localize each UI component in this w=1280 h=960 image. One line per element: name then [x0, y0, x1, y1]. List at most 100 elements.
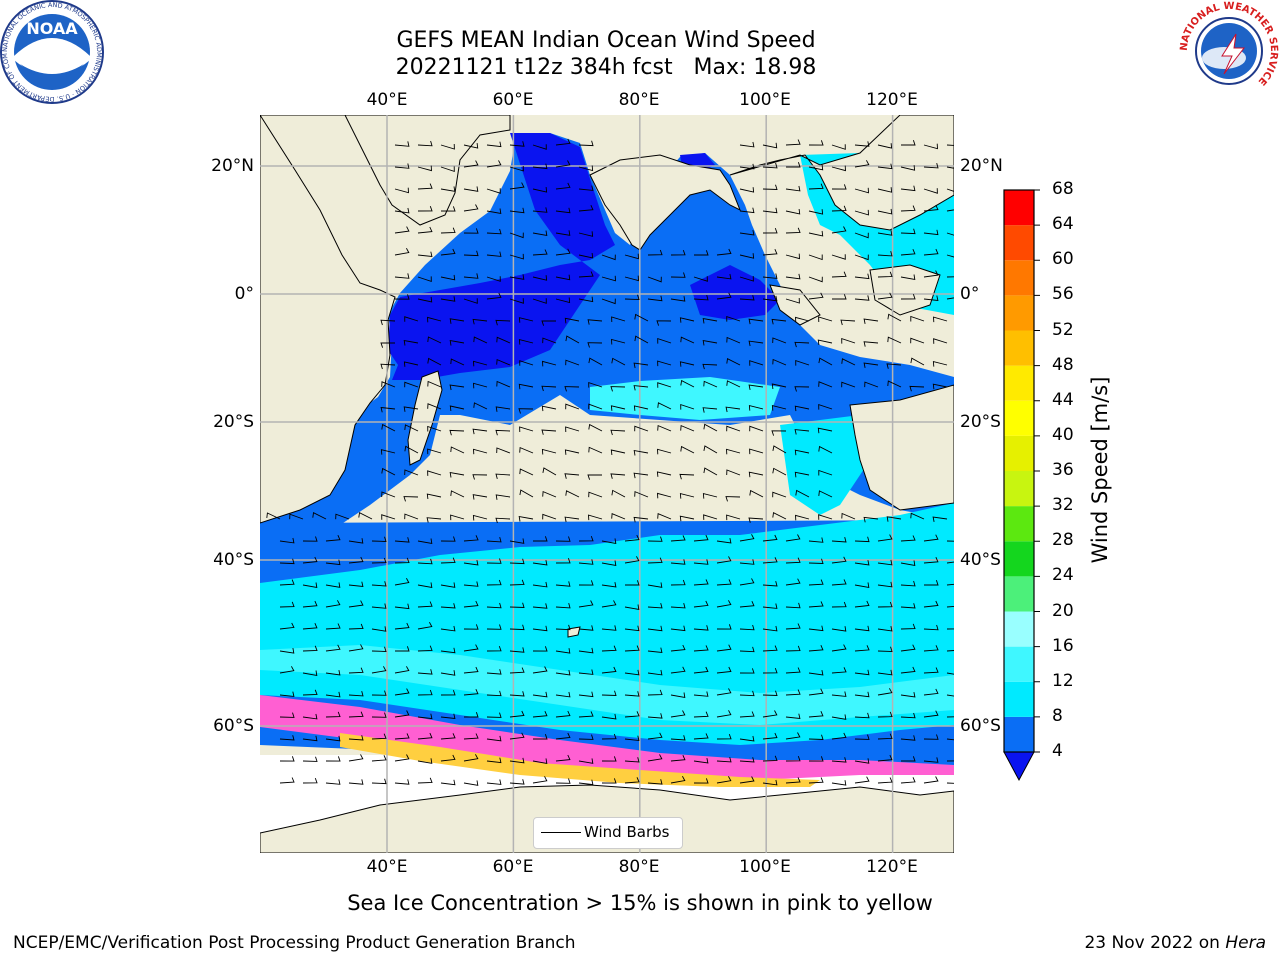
wind-barb	[440, 536, 456, 542]
wind-barb	[785, 578, 801, 586]
lon-label-top-40e: 40°E	[366, 90, 408, 110]
wind-barb	[785, 602, 801, 609]
wind-barb	[725, 496, 741, 502]
wind-barb	[578, 711, 594, 718]
wind-barb	[854, 209, 869, 216]
wind-barb	[702, 339, 718, 346]
wind-barb	[657, 360, 672, 367]
colorbar-tick-label-52: 52	[1052, 319, 1074, 340]
wind-barb	[440, 779, 456, 786]
wind-barb	[417, 183, 433, 190]
wind-barb	[923, 710, 939, 718]
wind-barb	[785, 139, 801, 146]
wind-barb	[404, 424, 419, 432]
wind-barb	[588, 446, 603, 454]
wind-barb	[518, 408, 534, 414]
wind-barb	[588, 381, 603, 388]
wind-barb	[877, 688, 893, 696]
colorbar-tick-label-16: 16	[1052, 635, 1074, 656]
wind-barb	[794, 386, 810, 392]
wind-barb	[440, 733, 456, 740]
wind-barb	[518, 317, 534, 323]
wind-barb	[486, 602, 502, 609]
wind-barb	[657, 424, 672, 432]
wind-barb	[854, 691, 870, 698]
wind-barb	[900, 666, 916, 674]
wind-barb	[486, 757, 502, 764]
wind-barb	[831, 254, 846, 260]
wind-barb	[325, 735, 341, 742]
lat-label-left-60s: 60°S	[213, 716, 254, 736]
wind-barb	[808, 164, 824, 171]
wind-barb	[933, 338, 948, 344]
wind-barb	[417, 251, 433, 258]
land-australia	[849, 384, 954, 511]
wind-barb	[910, 337, 925, 344]
wind-barb	[634, 491, 649, 498]
wind-barb	[808, 670, 824, 676]
wind-barb	[325, 623, 341, 630]
land-seasia	[729, 115, 954, 231]
wind-barb	[831, 165, 846, 172]
wind-barb	[647, 779, 663, 785]
wind-barb	[279, 579, 295, 586]
wind-barb	[624, 711, 640, 718]
colorbar-tick-label-44: 44	[1052, 389, 1074, 410]
wind-barb	[624, 604, 640, 610]
wind-barb	[624, 253, 639, 260]
wind-barb	[565, 403, 580, 410]
wind-barb	[877, 711, 893, 718]
wind-barb	[564, 317, 580, 324]
wind-barb	[371, 536, 387, 542]
colorbar-bin-4-8	[1004, 716, 1034, 752]
wind-barb	[417, 140, 433, 147]
wind-barb	[555, 207, 571, 214]
wind-barb	[555, 160, 571, 168]
wind-barb	[923, 600, 939, 608]
wind-barb	[519, 446, 534, 454]
wind-barb	[532, 581, 548, 588]
wind-barb	[785, 713, 801, 720]
wind-barb	[739, 295, 755, 301]
wind-barb	[716, 556, 732, 564]
wind-barb	[611, 316, 626, 323]
wind-barb	[417, 713, 433, 720]
wind-barb	[348, 667, 364, 674]
wind-barb	[887, 336, 902, 344]
wind-barb	[795, 489, 810, 498]
wind-barb	[808, 537, 824, 543]
wind-barb	[449, 340, 465, 346]
wind-barb	[748, 318, 764, 325]
wind-barb	[739, 624, 755, 631]
wind-barb	[532, 187, 548, 193]
wind-barb	[302, 756, 318, 762]
wind-barb	[794, 449, 810, 456]
wind-barb	[450, 514, 465, 521]
wind-barb	[394, 187, 409, 194]
wind-barb	[404, 513, 419, 520]
wind-barb	[633, 472, 649, 479]
colorbar-tick-label-40: 40	[1052, 424, 1074, 445]
wind-barb	[496, 336, 511, 344]
wind-barb	[831, 184, 847, 190]
wind-barb	[794, 341, 810, 348]
wind-barb	[279, 648, 295, 654]
wind-barb	[578, 296, 594, 303]
wind-barb	[403, 361, 419, 367]
wind-barb	[863, 362, 879, 368]
wind-barb	[440, 754, 456, 762]
wind-barb	[762, 690, 778, 696]
wind-barb	[348, 690, 364, 697]
wind-barb	[417, 777, 433, 784]
wind-barb	[588, 357, 603, 366]
wind-barb	[762, 755, 778, 762]
wind-barb	[808, 209, 824, 215]
wind-barb	[348, 644, 364, 652]
wind-barb	[463, 160, 479, 168]
wind-barb	[946, 540, 954, 542]
wind-barb	[817, 339, 833, 346]
wind-barb	[486, 624, 502, 630]
wind-barb	[840, 319, 856, 326]
wind-barb	[440, 227, 456, 234]
wind-barb	[394, 226, 410, 234]
